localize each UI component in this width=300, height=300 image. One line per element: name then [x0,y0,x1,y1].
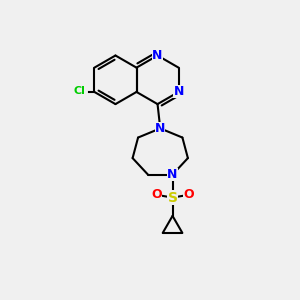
Text: O: O [151,188,162,201]
Text: N: N [152,49,163,62]
Text: N: N [173,85,184,98]
Text: O: O [183,188,194,201]
Text: S: S [167,190,178,205]
Text: Cl: Cl [74,85,86,96]
Text: N: N [155,122,165,135]
Text: N: N [167,168,178,181]
